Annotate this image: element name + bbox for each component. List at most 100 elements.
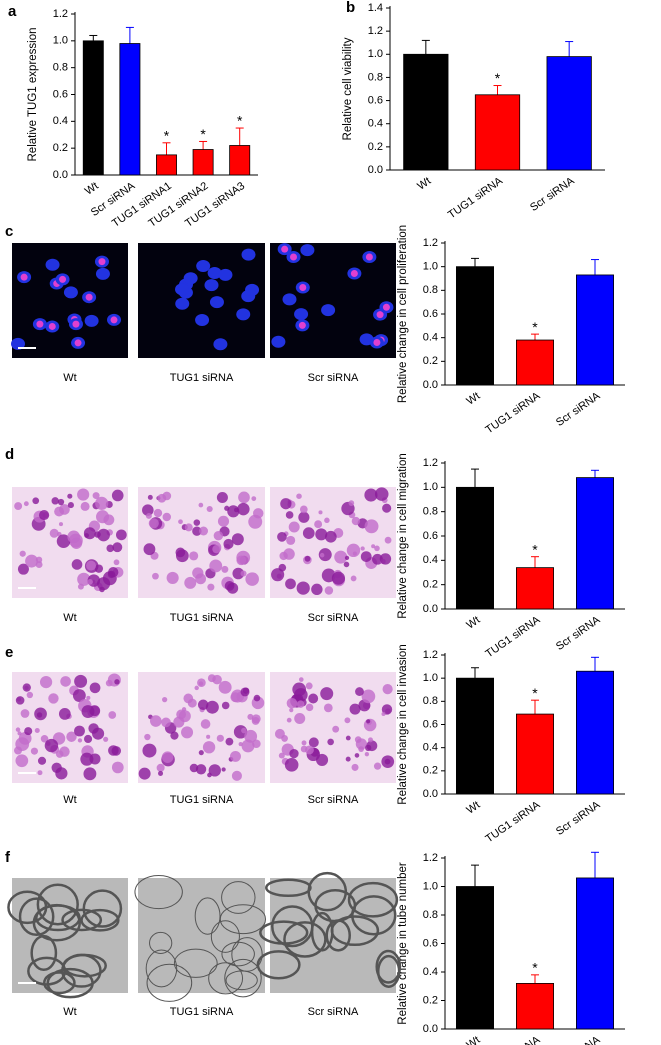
cell [349, 703, 361, 715]
bar [576, 877, 615, 1030]
tube-loop [32, 903, 81, 942]
cell [294, 688, 308, 702]
y-tick-label: 0.4 [423, 966, 438, 978]
cell [351, 763, 359, 771]
stain-dot [59, 275, 67, 283]
y-tick-label: 0.0 [423, 788, 438, 800]
tube-loop [18, 897, 55, 937]
cell [364, 751, 370, 757]
cell [18, 732, 32, 745]
nucleus [207, 267, 222, 280]
cell [308, 693, 319, 704]
x-tick-label: TUG1 siRNA [483, 390, 542, 437]
cell [324, 586, 334, 595]
cell [199, 526, 209, 536]
nucleus [294, 308, 309, 321]
significance-mark: * [237, 113, 243, 129]
cell [379, 553, 392, 565]
tube-loop [375, 949, 402, 984]
y-tick-label: 1.0 [423, 481, 438, 493]
cell [218, 680, 232, 694]
nucleus [213, 338, 228, 351]
cell [37, 756, 47, 765]
cell [67, 493, 73, 499]
cell [374, 545, 380, 552]
significance-mark: * [495, 70, 501, 86]
cell [289, 708, 294, 713]
cell [77, 738, 83, 743]
bar [192, 149, 214, 176]
stain-dot [36, 320, 44, 328]
cell [206, 734, 211, 739]
stain-dot [365, 253, 373, 261]
y-tick-label: 0.0 [53, 169, 68, 181]
cell [216, 734, 224, 742]
cell [373, 762, 382, 770]
cell [350, 575, 357, 582]
cell [51, 497, 59, 505]
cell [15, 754, 29, 768]
nucleus [209, 296, 224, 309]
bar [403, 53, 449, 171]
x-tick-label: Wt [464, 799, 482, 817]
cell [360, 551, 372, 562]
cell [324, 530, 337, 543]
cell [157, 493, 167, 503]
nucleus [175, 283, 190, 296]
cell [374, 487, 389, 501]
x-tick-label: Scr siRNA [554, 614, 603, 653]
y-tick-label: 0.2 [53, 142, 68, 154]
tube-loop [80, 908, 120, 932]
cell [299, 505, 308, 514]
cell [89, 753, 101, 765]
stain-dot [290, 253, 298, 261]
cell [319, 552, 325, 558]
cell [105, 679, 113, 687]
cell [194, 685, 199, 691]
tube-loop [283, 921, 327, 958]
cell [32, 497, 40, 505]
tube-loop [43, 971, 76, 995]
tube-loop [225, 970, 258, 991]
cell [67, 502, 74, 509]
cell [212, 544, 221, 554]
y-tick-label: 1.2 [423, 237, 438, 249]
cell [207, 772, 212, 778]
y-axis-label: Relative change in cell migration [397, 453, 409, 619]
cell [238, 741, 243, 747]
cell [92, 492, 100, 500]
y-tick-label: 0.8 [53, 62, 68, 74]
cell [225, 737, 234, 746]
nucleus [204, 279, 219, 292]
stain-dot [350, 270, 358, 278]
cell [161, 717, 171, 728]
cell [183, 693, 194, 704]
x-tick-label: TUG1 siRNA [446, 175, 505, 222]
cell [284, 758, 299, 772]
cell [142, 743, 157, 758]
cell [54, 506, 65, 517]
y-tick-label: 0.0 [423, 379, 438, 391]
cell [17, 563, 29, 575]
cell [108, 711, 117, 719]
y-tick-label: 0.4 [423, 742, 438, 754]
stain-dot [281, 245, 289, 253]
cell [381, 712, 386, 717]
cell [202, 741, 216, 754]
stain-dot [74, 339, 82, 347]
y-tick-label: 1.0 [423, 880, 438, 892]
cell [49, 528, 59, 538]
cell [231, 533, 244, 546]
bar [474, 94, 521, 171]
cell [181, 726, 194, 739]
cell [351, 516, 361, 526]
cell [189, 551, 199, 561]
panel-letter: e [5, 644, 13, 661]
cell [320, 687, 334, 701]
cell [371, 544, 376, 549]
image-label: TUG1 siRNA [170, 372, 234, 384]
cell [88, 723, 99, 734]
cell [99, 586, 105, 593]
cell [240, 570, 247, 577]
y-tick-label: 0.8 [423, 506, 438, 518]
